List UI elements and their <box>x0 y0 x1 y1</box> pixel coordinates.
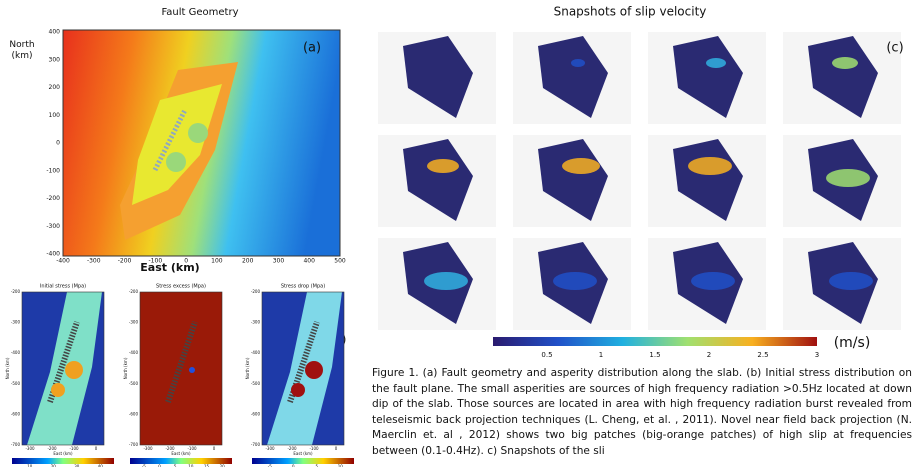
slip-patch <box>826 169 870 187</box>
x-tick-label: -300 <box>25 446 35 451</box>
y-tick-label: -600 <box>251 411 261 416</box>
asperity <box>188 123 208 143</box>
y-tick-label: -300 <box>129 320 139 325</box>
colorbar-unit: (m/s) <box>834 335 871 351</box>
x-tick-label: -300 <box>143 446 153 451</box>
asperity <box>189 367 195 373</box>
figure: Fault Geometry(a)North(km)East (km)40030… <box>0 0 916 467</box>
asperity <box>291 383 305 397</box>
colorbar-tick-label: 2 <box>707 351 711 359</box>
x-tick-label: 100 <box>211 258 223 265</box>
colorbar <box>493 337 817 346</box>
y-tick-label: 100 <box>49 112 61 119</box>
x-tick-label: 500 <box>334 258 346 265</box>
y-tick-label: -300 <box>11 320 21 325</box>
caption: Figure 1. (a) Fault geometry and asperit… <box>372 366 912 467</box>
y-tick-label: -700 <box>251 442 261 447</box>
y-tick-label: -200 <box>129 289 139 294</box>
y-tick-label: -700 <box>129 442 139 447</box>
slip-patch <box>832 57 858 69</box>
x-axis-label: East (km) <box>293 451 313 456</box>
x-tick-label: -200 <box>118 258 132 265</box>
slip-patch <box>706 58 726 68</box>
y-tick-label: -400 <box>11 350 21 355</box>
panel-title: Snapshots of slip velocity <box>554 5 707 19</box>
slip-patch <box>562 158 600 174</box>
y-tick-label: -400 <box>251 350 261 355</box>
y-tick-label: -500 <box>251 381 261 386</box>
slip-patch <box>688 157 732 175</box>
subplot-title: Initial stress (Mpa) <box>40 284 86 290</box>
y-axis-label: North (km) <box>123 357 128 379</box>
panel-tag: (c) <box>886 41 903 56</box>
x-tick-label: 0 <box>184 258 188 265</box>
y-tick-label: -200 <box>46 195 60 202</box>
y-tick-label: 300 <box>49 56 61 63</box>
y-tick-label: -400 <box>46 251 60 258</box>
y-tick-label: -200 <box>251 289 261 294</box>
slip-patch <box>424 272 468 290</box>
x-tick-label: 300 <box>273 258 285 265</box>
y-tick-label: -400 <box>129 350 139 355</box>
subplot-title: Stress drop (Mpa) <box>281 284 325 290</box>
subplot-title: Stress excess (Mpa) <box>156 284 206 290</box>
y-tick-label: 0 <box>56 140 60 147</box>
x-tick-label: 0 <box>95 446 98 451</box>
colorbar-tick-label: 3 <box>815 351 819 359</box>
y-tick-label: -200 <box>11 289 21 294</box>
slip-patch <box>829 272 873 290</box>
y-axis-label-line: North <box>9 40 34 50</box>
x-tick-label: -300 <box>265 446 275 451</box>
panel-tag: (a) <box>303 41 321 56</box>
colorbar-tick-label: 0.5 <box>541 351 552 359</box>
slip-patch <box>691 272 735 290</box>
asperity <box>166 152 186 172</box>
x-axis-label: East (km) <box>171 451 191 456</box>
y-tick-label: -700 <box>11 442 21 447</box>
y-tick-label: 400 <box>49 29 61 36</box>
y-tick-label: -600 <box>129 411 139 416</box>
colorbar-tick-label: 2.5 <box>757 351 768 359</box>
y-tick-label: -300 <box>251 320 261 325</box>
y-tick-label: -100 <box>46 167 60 174</box>
asperity <box>65 361 83 379</box>
x-tick-label: 0 <box>213 446 216 451</box>
colorbar-tick-label: 1.5 <box>649 351 660 359</box>
x-tick-label: 400 <box>303 258 315 265</box>
y-tick-label: -300 <box>46 223 60 230</box>
y-tick-label: 200 <box>49 84 61 91</box>
y-axis-label: North (km) <box>5 357 10 379</box>
slip-patch <box>553 272 597 290</box>
x-tick-label: -100 <box>149 258 163 265</box>
asperity <box>51 383 65 397</box>
slip-patch <box>571 59 585 67</box>
x-tick-label: 0 <box>335 446 338 451</box>
y-axis-label-line: (km) <box>11 51 32 61</box>
y-axis-label: North (km) <box>245 357 250 379</box>
x-tick-label: -300 <box>87 258 101 265</box>
panel-title: Fault Geometry <box>161 7 238 18</box>
x-tick-label: 200 <box>242 258 254 265</box>
colorbar-tick-label: 1 <box>599 351 603 359</box>
x-tick-label: -400 <box>56 258 70 265</box>
snapshot-grid <box>378 32 901 330</box>
y-tick-label: -600 <box>11 411 21 416</box>
asperity <box>305 361 323 379</box>
y-axis-label: North(km) <box>9 40 34 61</box>
y-tick-label: -500 <box>11 381 21 386</box>
y-tick-label: -500 <box>129 381 139 386</box>
slip-patch <box>427 159 459 173</box>
x-axis-label: East (km) <box>53 451 73 456</box>
